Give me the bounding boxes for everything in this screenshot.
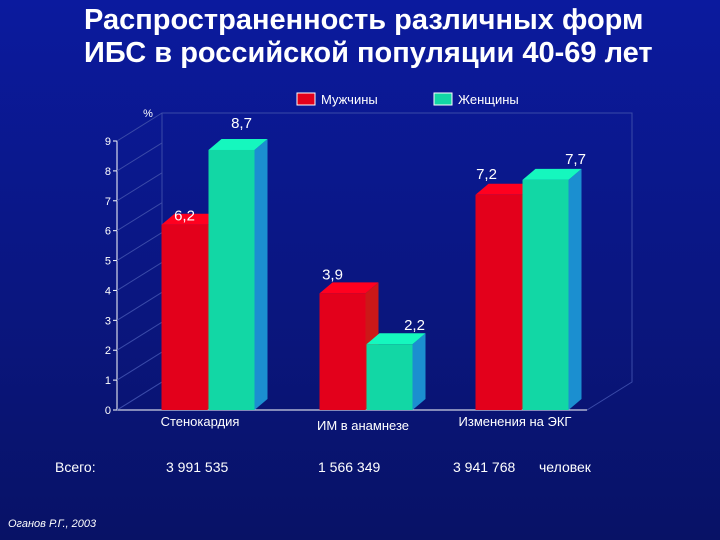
y-tick-label: 8 (105, 166, 111, 178)
x-category-label: Изменения на ЭКГ (459, 414, 572, 429)
footer-total-angina: 3 991 535 (166, 459, 229, 475)
bar-side-women-2 (568, 168, 582, 410)
y-tick-label: 4 (105, 285, 111, 297)
y-tick-label: 3 (105, 315, 111, 327)
y-tick-depth (116, 232, 163, 261)
bar-top-men-1 (319, 282, 379, 294)
footer-total-label: Всего: (55, 459, 96, 475)
title-line-1: Распространенность различных форм (84, 4, 644, 36)
x-category-label: ИМ в анамнезе (317, 418, 409, 433)
bar-side-women-0 (254, 138, 268, 410)
legend-swatch-women (433, 92, 453, 106)
y-tick-depth (116, 202, 163, 232)
y-tick-depth (116, 321, 163, 351)
bar-women-2 (522, 179, 569, 410)
source-credit: Оганов Р.Г., 2003 (8, 518, 97, 530)
y-tick-depth (116, 142, 163, 172)
title-line-2: ИБС в российской популяции 40-69 лет (84, 37, 653, 69)
y-axis-unit-label: % (143, 108, 153, 120)
y-tick-label: 9 (105, 136, 111, 148)
y-tick-depth (116, 112, 163, 142)
y-tick-depth (116, 262, 163, 291)
y-tick-label: 5 (105, 256, 111, 268)
bar-men-0 (161, 224, 208, 410)
value-label-women-1: 2,2 (404, 317, 425, 334)
y-tick-depth (116, 172, 163, 202)
value-label-men-2: 7,2 (476, 166, 497, 183)
legend-label-women: Женщины (458, 92, 519, 107)
value-label-men-0: 6,2 (174, 208, 195, 225)
bar-top-women-1 (366, 333, 426, 345)
y-tick-label: 0 (105, 405, 111, 417)
bar-top-women-0 (208, 138, 268, 150)
legend-swatch-men (296, 92, 316, 106)
y-tick-depth (116, 381, 163, 411)
value-label-women-0: 8,7 (231, 115, 252, 132)
y-tick-label: 7 (105, 196, 111, 208)
y-tick-label: 6 (105, 226, 111, 238)
bar-side-women-1 (412, 333, 426, 410)
footer-total-mi: 1 566 349 (318, 459, 381, 475)
bar-top-men-0 (161, 213, 221, 225)
x-category-label: Стенокардия (161, 414, 240, 429)
footer-unit: человек (539, 459, 591, 475)
value-label-men-1: 3,9 (322, 266, 343, 283)
y-tick-depth (116, 351, 163, 381)
bar-men-1 (319, 293, 366, 410)
bar-women-0 (208, 149, 255, 410)
bar-top-women-2 (522, 168, 582, 180)
footer-total-ecg: 3 941 768 (453, 459, 516, 475)
y-tick-label: 1 (105, 375, 111, 387)
slide-title: Распространенность различных форм ИБС в … (84, 4, 720, 70)
bar-top-men-2 (475, 183, 535, 195)
bar-women-1 (366, 344, 413, 410)
legend-label-men: Мужчины (321, 92, 378, 107)
bar-men-2 (475, 194, 522, 410)
value-label-women-2: 7,7 (565, 151, 586, 168)
y-tick-label: 2 (105, 345, 111, 357)
y-tick-depth (116, 291, 163, 321)
